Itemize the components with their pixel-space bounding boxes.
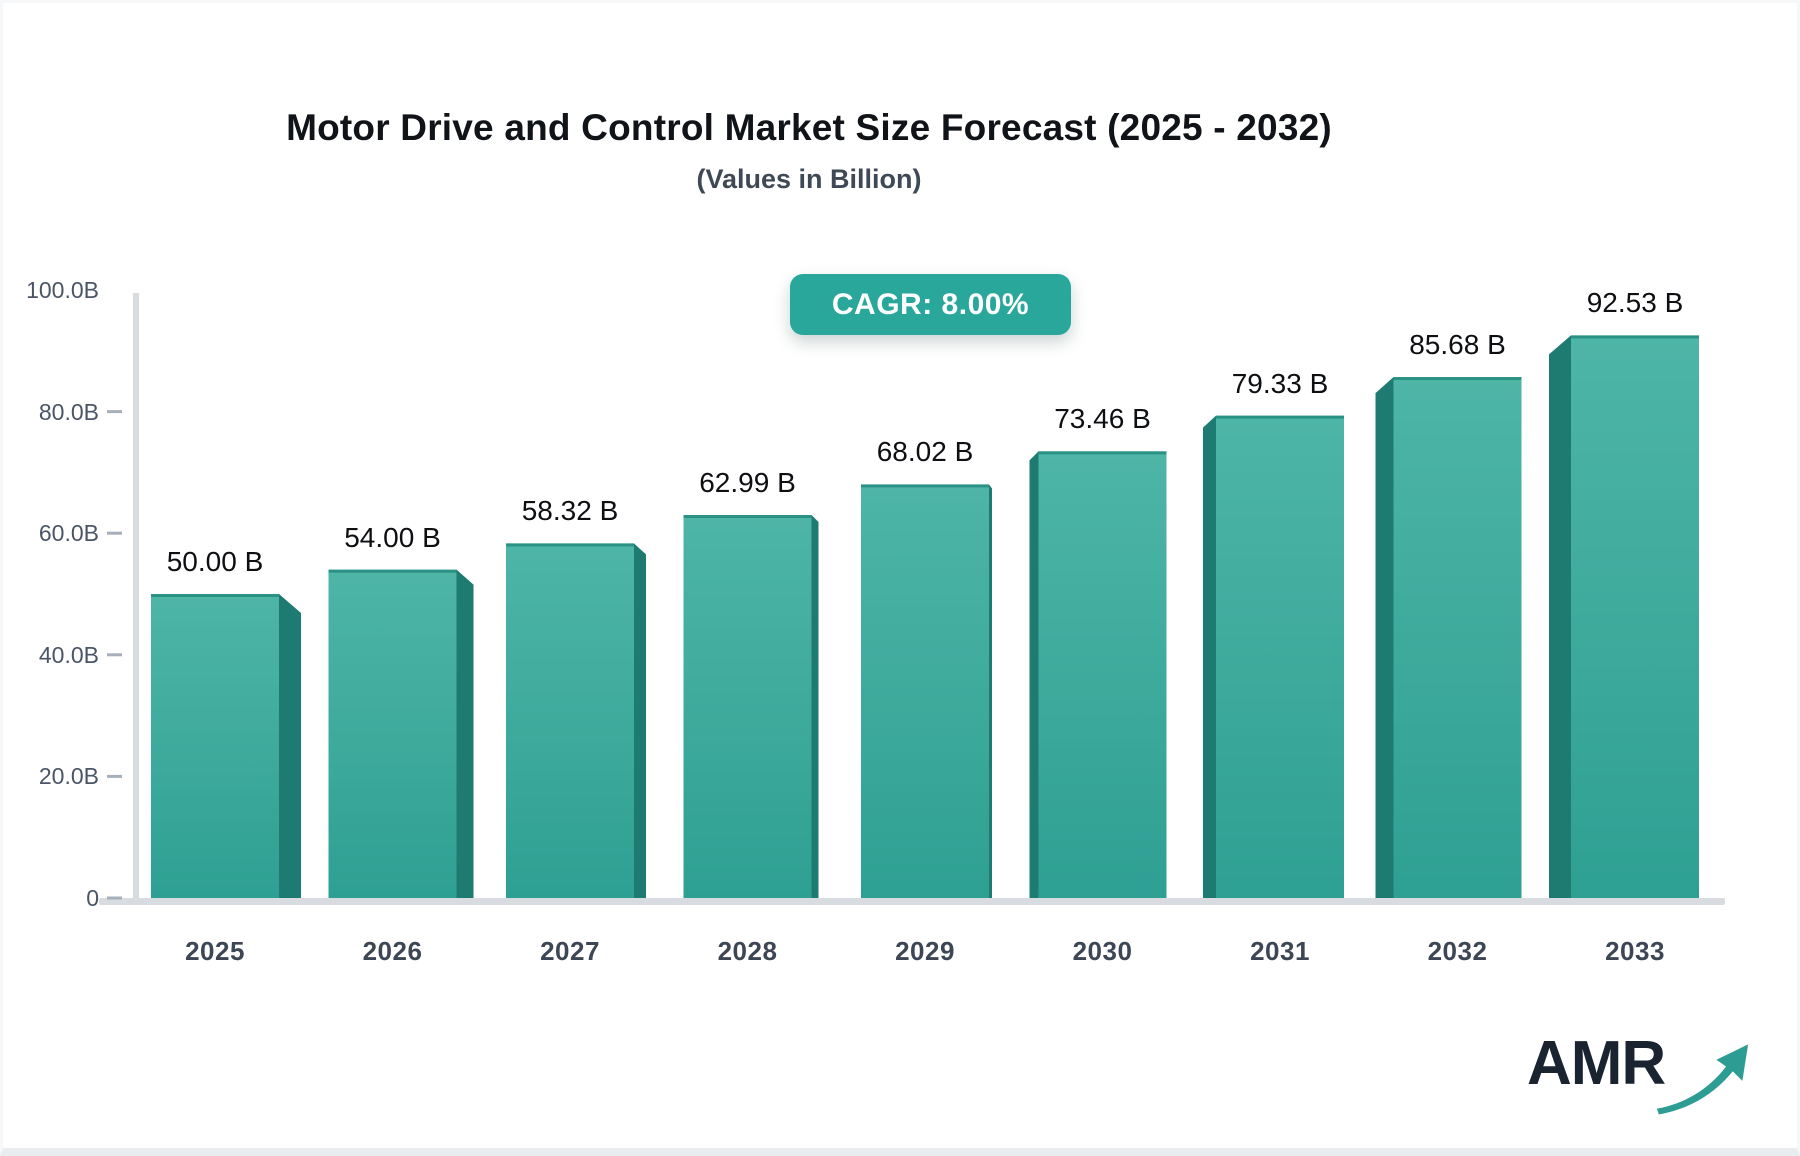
cagr-badge-label: CAGR: 8.00% bbox=[831, 287, 1030, 321]
cagr-badge: CAGR: 8.00% bbox=[790, 274, 1071, 335]
bar-top-edge bbox=[683, 515, 812, 519]
x-axis-baseline bbox=[99, 898, 1725, 905]
x-axis-label: 2027 bbox=[540, 936, 600, 966]
y-axis-tick bbox=[107, 531, 122, 535]
x-axis-label: 2031 bbox=[1250, 936, 1310, 966]
y-axis-label: 40.0B bbox=[38, 641, 99, 668]
bar-front-face bbox=[1393, 377, 1522, 898]
bar-value-label: 58.32 B bbox=[521, 495, 619, 527]
bar-top-edge bbox=[1571, 335, 1699, 339]
x-axis-label: 2029 bbox=[895, 936, 955, 966]
x-axis-label: 2028 bbox=[717, 936, 778, 966]
bar-value-label: 85.68 B bbox=[1409, 329, 1506, 361]
bar-top-edge bbox=[151, 594, 279, 597]
y-axis-label: 100.0B bbox=[26, 277, 99, 303]
growth-arrow-shape bbox=[1657, 1044, 1749, 1115]
x-axis-label: 2033 bbox=[1605, 936, 1665, 966]
y-axis-line bbox=[133, 293, 139, 898]
bar-side-face bbox=[811, 515, 819, 898]
bar-top-edge bbox=[1038, 451, 1167, 455]
chart-title: Motor Drive and Control Market Size Fore… bbox=[286, 107, 1332, 148]
bar-value-label: 50.00 B bbox=[166, 546, 264, 577]
bar-top-edge bbox=[1216, 415, 1344, 419]
bar-front-face bbox=[1571, 335, 1699, 898]
bar-value-label: 68.02 B bbox=[876, 436, 974, 468]
y-axis-tick bbox=[107, 896, 122, 900]
bar-front-face bbox=[861, 484, 989, 898]
x-axis-label: 2030 bbox=[1072, 936, 1133, 966]
chart-header: Motor Drive and Control Market Size Fore… bbox=[3, 107, 1615, 195]
y-axis-label: 0 bbox=[86, 885, 99, 911]
bar-top-edge bbox=[1393, 377, 1522, 381]
y-axis-label: 80.0B bbox=[38, 398, 99, 425]
bar-side-face bbox=[1375, 377, 1394, 898]
bar-side-face bbox=[1203, 415, 1216, 898]
y-axis-tick bbox=[107, 774, 122, 778]
bar-front-face bbox=[1216, 415, 1344, 898]
bar-value-label: 79.33 B bbox=[1231, 367, 1329, 399]
y-axis-tick bbox=[107, 653, 122, 657]
bar-side-face bbox=[989, 484, 992, 898]
x-axis-label: 2026 bbox=[362, 936, 423, 966]
y-axis-label: 20.0B bbox=[38, 763, 99, 790]
amr-logo: AMR bbox=[1527, 1031, 1751, 1117]
bar-front-face bbox=[151, 594, 279, 898]
y-axis-tick bbox=[107, 410, 122, 414]
bar-side-face bbox=[1549, 335, 1571, 898]
growth-arrow-icon bbox=[1657, 1044, 1749, 1115]
bar-top-edge bbox=[506, 543, 634, 547]
bar-chart-canvas bbox=[99, 293, 1725, 905]
bar-top-edge bbox=[328, 569, 457, 573]
bar-front-face bbox=[506, 543, 634, 898]
bar-value-label: 73.46 B bbox=[1054, 403, 1151, 435]
bar-value-label: 54.00 B bbox=[344, 521, 441, 553]
chart-subtitle: (Values in Billion) bbox=[696, 164, 922, 194]
x-axis-label: 2032 bbox=[1427, 936, 1488, 966]
x-axis-label: 2025 bbox=[185, 936, 245, 966]
y-axis-label: 60.0B bbox=[38, 520, 99, 547]
bar-front-face bbox=[328, 569, 457, 898]
bar-value-label: 92.53 B bbox=[1586, 287, 1684, 319]
bar-side-face bbox=[634, 543, 646, 898]
bar-front-face bbox=[683, 515, 812, 898]
bar-front-face bbox=[1038, 451, 1167, 898]
bar-side-face bbox=[279, 594, 301, 898]
amr-logo-text: AMR bbox=[1527, 1029, 1666, 1098]
bar-value-label: 62.99 B bbox=[699, 467, 796, 499]
bar-side-face bbox=[456, 569, 474, 898]
bar-top-edge bbox=[861, 484, 989, 488]
bar-side-face bbox=[1029, 451, 1039, 898]
